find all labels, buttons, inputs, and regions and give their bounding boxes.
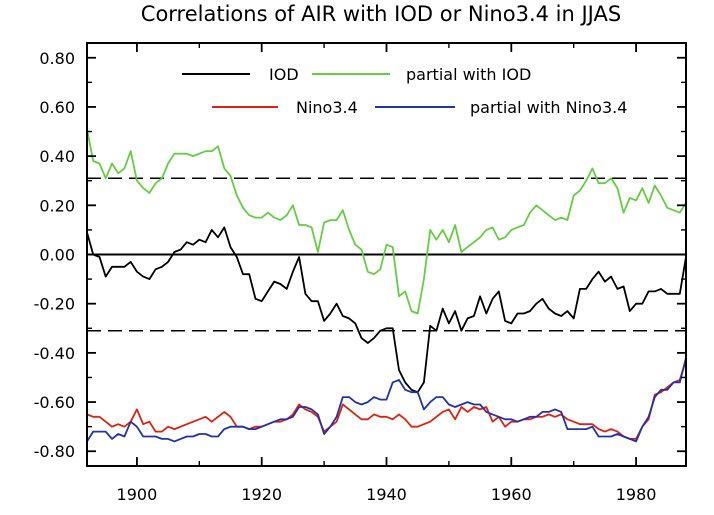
legend-label-partial_iod: partial with IOD [406, 65, 531, 84]
legend-label-iod: IOD [269, 65, 299, 84]
y-tick-label: 0.60 [39, 98, 75, 117]
series-line-iod [86, 226, 687, 394]
x-tick-label: 1960 [491, 485, 532, 504]
x-tick-label: 1900 [117, 485, 158, 504]
y-tick-label: -0.80 [34, 442, 75, 461]
series-line-nino [86, 360, 687, 440]
y-tick-label: -0.40 [34, 344, 75, 363]
x-tick-label: 1980 [616, 485, 657, 504]
x-tick-label: 1920 [241, 485, 282, 504]
legend-label-nino: Nino3.4 [296, 98, 358, 117]
chart-title: Correlations of AIR with IOD or Nino3.4 … [141, 2, 621, 26]
series-line-partial_nino [86, 357, 687, 443]
legend-label-partial_nino: partial with Nino3.4 [470, 98, 627, 117]
x-tick-label: 1940 [366, 485, 407, 504]
y-tick-label: 0.20 [39, 196, 75, 215]
plot-area: 0.80 0.60 0.40 0.20 0.00 -0.20 -0.40 -0.60 -0.80… [34, 42, 687, 504]
series-line-partial_iod [86, 128, 687, 315]
y-tick-label: -0.60 [34, 393, 75, 412]
y-tick-label: 0.00 [39, 246, 75, 265]
y-tick-label: 0.80 [39, 49, 75, 68]
y-tick-label: 0.40 [39, 147, 75, 166]
y-tick-label: -0.20 [34, 295, 75, 314]
